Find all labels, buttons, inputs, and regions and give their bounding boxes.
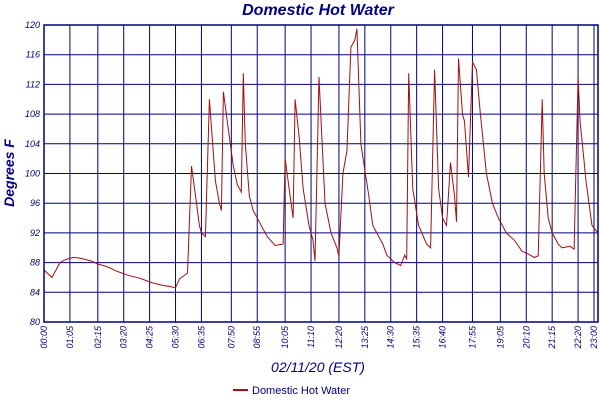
x-tick-label: 05:30 — [171, 326, 181, 349]
y-tick-label: 108 — [25, 109, 40, 119]
x-tick-label: 03:20 — [119, 326, 129, 349]
y-axis-ticks: 80 84 88 92 96 100 104 108 112 116 120 — [25, 20, 40, 327]
y-tick-label: 100 — [25, 169, 40, 179]
x-tick-label: 13:25 — [360, 325, 370, 349]
x-tick-label: 06:35 — [196, 325, 206, 349]
x-axis-label: 02/11/20 (EST) — [271, 359, 365, 375]
x-tick-label: 04:25 — [145, 325, 155, 349]
y-axis-label: Degrees F — [1, 139, 17, 207]
y-tick-label: 80 — [30, 317, 40, 327]
chart-title: Domestic Hot Water — [242, 2, 395, 19]
x-tick-label: 12:20 — [334, 326, 344, 349]
y-tick-label: 112 — [26, 79, 40, 89]
x-tick-label: 00:00 — [39, 326, 49, 349]
y-tick-label: 104 — [25, 139, 40, 149]
y-tick-label: 116 — [26, 50, 40, 60]
x-tick-label: 01:05 — [65, 325, 75, 349]
x-tick-label: 10:05 — [280, 325, 290, 349]
legend-label: Domestic Hot Water — [252, 385, 350, 397]
x-tick-label: 02:15 — [93, 325, 103, 349]
y-tick-label: 84 — [30, 287, 40, 297]
y-tick-label: 88 — [30, 258, 40, 268]
x-tick-label: 07:50 — [226, 326, 236, 349]
x-tick-label: 19:05 — [495, 325, 505, 349]
x-tick-label: 17:55 — [467, 325, 477, 349]
x-axis-ticks: 00:00 01:05 02:15 03:20 04:25 05:30 06:35 07:50… — [39, 325, 599, 350]
y-tick-label: 92 — [30, 228, 40, 238]
series-line-domestic-hot-water — [43, 28, 599, 289]
x-tick-label: 14:30 — [386, 326, 396, 349]
x-tick-label: 11:10 — [306, 326, 316, 348]
x-tick-label: 20:10 — [521, 326, 531, 350]
grid — [43, 24, 598, 323]
x-tick-label: 08:55 — [252, 325, 262, 349]
x-tick-label: 22:20 — [573, 326, 583, 350]
legend: Domestic Hot Water — [233, 385, 350, 397]
x-tick-label: 21:15 — [547, 325, 557, 350]
x-tick-label: 23:00 — [589, 326, 599, 350]
y-tick-label: 96 — [30, 198, 40, 208]
x-tick-label: 16:40 — [438, 326, 448, 349]
plot-frame — [43, 24, 599, 323]
x-tick-label: 15:35 — [412, 325, 422, 349]
y-tick-label: 120 — [25, 20, 40, 30]
